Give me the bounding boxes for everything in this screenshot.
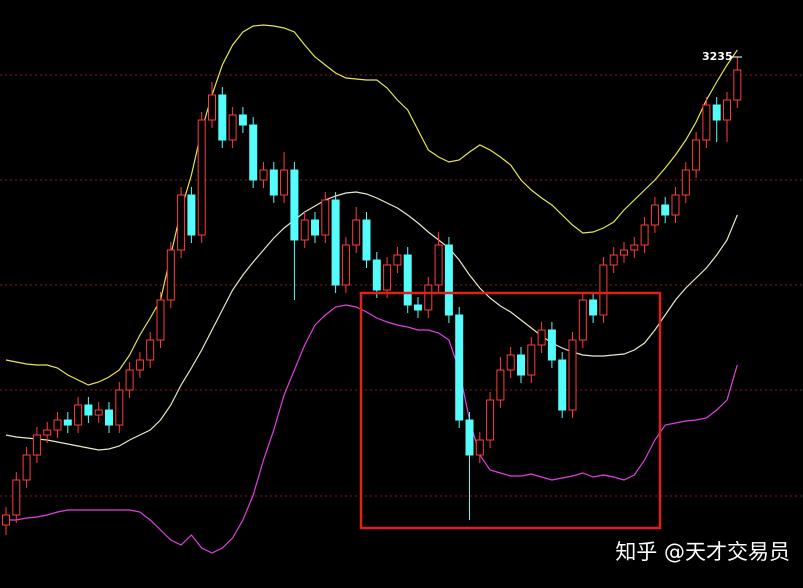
candle-body xyxy=(63,419,72,426)
candle-body xyxy=(249,124,258,181)
candle-body xyxy=(465,419,474,456)
band-line xyxy=(5,24,738,386)
candle-body xyxy=(218,94,227,141)
candle-body xyxy=(650,204,659,226)
candle-body xyxy=(517,354,525,376)
candle-body xyxy=(300,219,309,241)
candle-body xyxy=(311,219,319,236)
candle-body xyxy=(94,409,103,416)
candle-body xyxy=(506,354,515,371)
candle-body xyxy=(681,169,690,196)
candle-body xyxy=(486,399,495,441)
candle-body xyxy=(352,219,361,246)
candle-body xyxy=(568,339,577,411)
candle-body xyxy=(547,329,556,361)
candle-body xyxy=(434,244,443,286)
candle-body xyxy=(269,169,278,196)
candle-body xyxy=(537,329,546,346)
candle-body xyxy=(640,224,649,246)
candle-body xyxy=(177,194,186,251)
candle-body xyxy=(2,514,10,526)
candle-body xyxy=(32,434,41,456)
candle-body xyxy=(424,284,433,311)
candle-body xyxy=(393,254,402,266)
candle-body xyxy=(496,369,505,401)
candle-body xyxy=(372,259,381,291)
candle-body xyxy=(671,194,680,216)
candle-body xyxy=(321,199,330,236)
candle-body xyxy=(43,429,52,436)
candle-body xyxy=(733,69,742,101)
candle-body xyxy=(187,194,196,236)
candle-body xyxy=(12,479,21,516)
candle-body xyxy=(166,249,175,301)
candle-body xyxy=(620,249,628,256)
grid xyxy=(0,74,803,497)
candle-body xyxy=(341,244,350,286)
candle-body xyxy=(22,454,31,481)
candle-body xyxy=(146,339,155,361)
candle-body xyxy=(383,264,392,291)
band-line xyxy=(5,191,738,451)
candle-body xyxy=(712,104,721,121)
candle-body xyxy=(702,104,711,141)
candle-body xyxy=(197,119,206,236)
candle-body xyxy=(84,404,93,416)
candle-body xyxy=(259,169,268,181)
candle-body xyxy=(228,114,237,141)
candle-body xyxy=(723,99,731,121)
candle-body xyxy=(290,169,299,241)
candle-body xyxy=(455,314,464,421)
candle-body xyxy=(105,409,113,426)
band-line xyxy=(6,304,738,554)
candle-body xyxy=(414,304,422,311)
candle-body xyxy=(238,114,247,126)
candle-body xyxy=(403,254,412,306)
candle-body xyxy=(558,359,567,411)
candle-body xyxy=(331,199,340,286)
high-label: 3235 xyxy=(702,50,733,63)
candle-body xyxy=(444,244,453,316)
candle-body xyxy=(53,419,62,431)
candle-body xyxy=(280,169,289,196)
candle-body xyxy=(578,299,587,341)
candle-body xyxy=(589,299,598,316)
candle-body xyxy=(74,404,83,426)
highlight-box xyxy=(359,291,662,530)
bands xyxy=(5,24,738,554)
candle-body xyxy=(527,344,536,376)
candle-body xyxy=(125,369,134,391)
candle-body xyxy=(599,264,608,316)
candle-body xyxy=(475,439,484,456)
candle-body xyxy=(609,254,618,266)
candle-body xyxy=(362,219,371,261)
candle-body xyxy=(692,139,701,171)
candle-body xyxy=(661,204,670,216)
watermark: 知乎 @天才交易员 xyxy=(615,540,790,564)
candle-body xyxy=(135,359,144,371)
candles xyxy=(2,57,742,535)
candle-body xyxy=(630,244,639,251)
candle-body xyxy=(156,299,165,341)
candle-body xyxy=(115,389,124,426)
candle-body xyxy=(208,94,216,121)
